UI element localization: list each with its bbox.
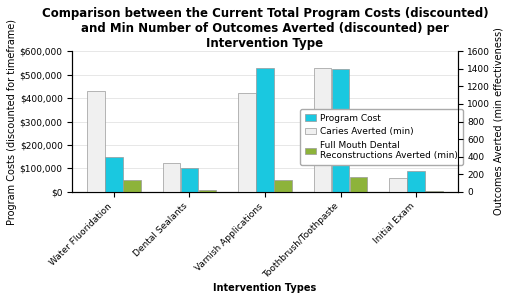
- Bar: [123, 180, 140, 192]
- Bar: [105, 157, 123, 192]
- Legend: Program Cost, Caries Averted (min), Full Mouth Dental
Reconstructions Averted (m: Program Cost, Caries Averted (min), Full…: [300, 109, 462, 165]
- Bar: [238, 93, 255, 192]
- Bar: [87, 91, 104, 192]
- Bar: [199, 190, 216, 192]
- Bar: [162, 163, 180, 192]
- Bar: [388, 178, 406, 192]
- Y-axis label: Outcomes Averted (min effectiveness): Outcomes Averted (min effectiveness): [492, 28, 502, 215]
- X-axis label: Intervention Types: Intervention Types: [213, 283, 316, 293]
- Title: Comparison between the Current Total Program Costs (discounted)
and Min Number o: Comparison between the Current Total Pro…: [42, 7, 487, 50]
- Bar: [331, 69, 349, 192]
- Bar: [425, 191, 442, 192]
- Bar: [256, 68, 273, 192]
- Bar: [407, 171, 424, 192]
- Bar: [181, 168, 198, 192]
- Bar: [274, 180, 291, 192]
- Y-axis label: Program Costs (discounted for timeframe): Program Costs (discounted for timeframe): [7, 19, 17, 224]
- Bar: [313, 68, 330, 192]
- Bar: [349, 177, 366, 192]
